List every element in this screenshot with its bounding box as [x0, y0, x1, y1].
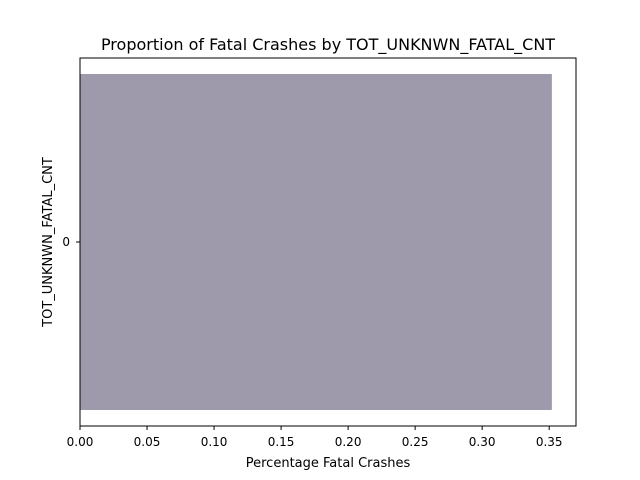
- y-axis-ticks: 0: [62, 235, 80, 249]
- x-axis-label: Percentage Fatal Crashes: [246, 456, 411, 471]
- x-tick-label: 0.35: [536, 435, 563, 449]
- x-axis-ticks: 0.00 0.05 0.10 0.15 0.20 0.25 0.30 0.35: [67, 426, 563, 449]
- chart-title: Proportion of Fatal Crashes by TOT_UNKNW…: [101, 35, 555, 55]
- x-tick-label: 0.30: [469, 435, 496, 449]
- x-tick-label: 0.25: [402, 435, 429, 449]
- bars: [80, 74, 552, 410]
- bar-0: [80, 74, 552, 410]
- x-tick-label: 0.20: [335, 435, 362, 449]
- y-axis-label: TOT_UNKNWN_FATAL_CNT: [41, 157, 56, 328]
- x-tick-label: 0.10: [201, 435, 228, 449]
- x-tick-label: 0.00: [67, 435, 94, 449]
- x-tick-label: 0.05: [134, 435, 161, 449]
- y-tick-label: 0: [62, 235, 70, 249]
- x-tick-label: 0.15: [268, 435, 295, 449]
